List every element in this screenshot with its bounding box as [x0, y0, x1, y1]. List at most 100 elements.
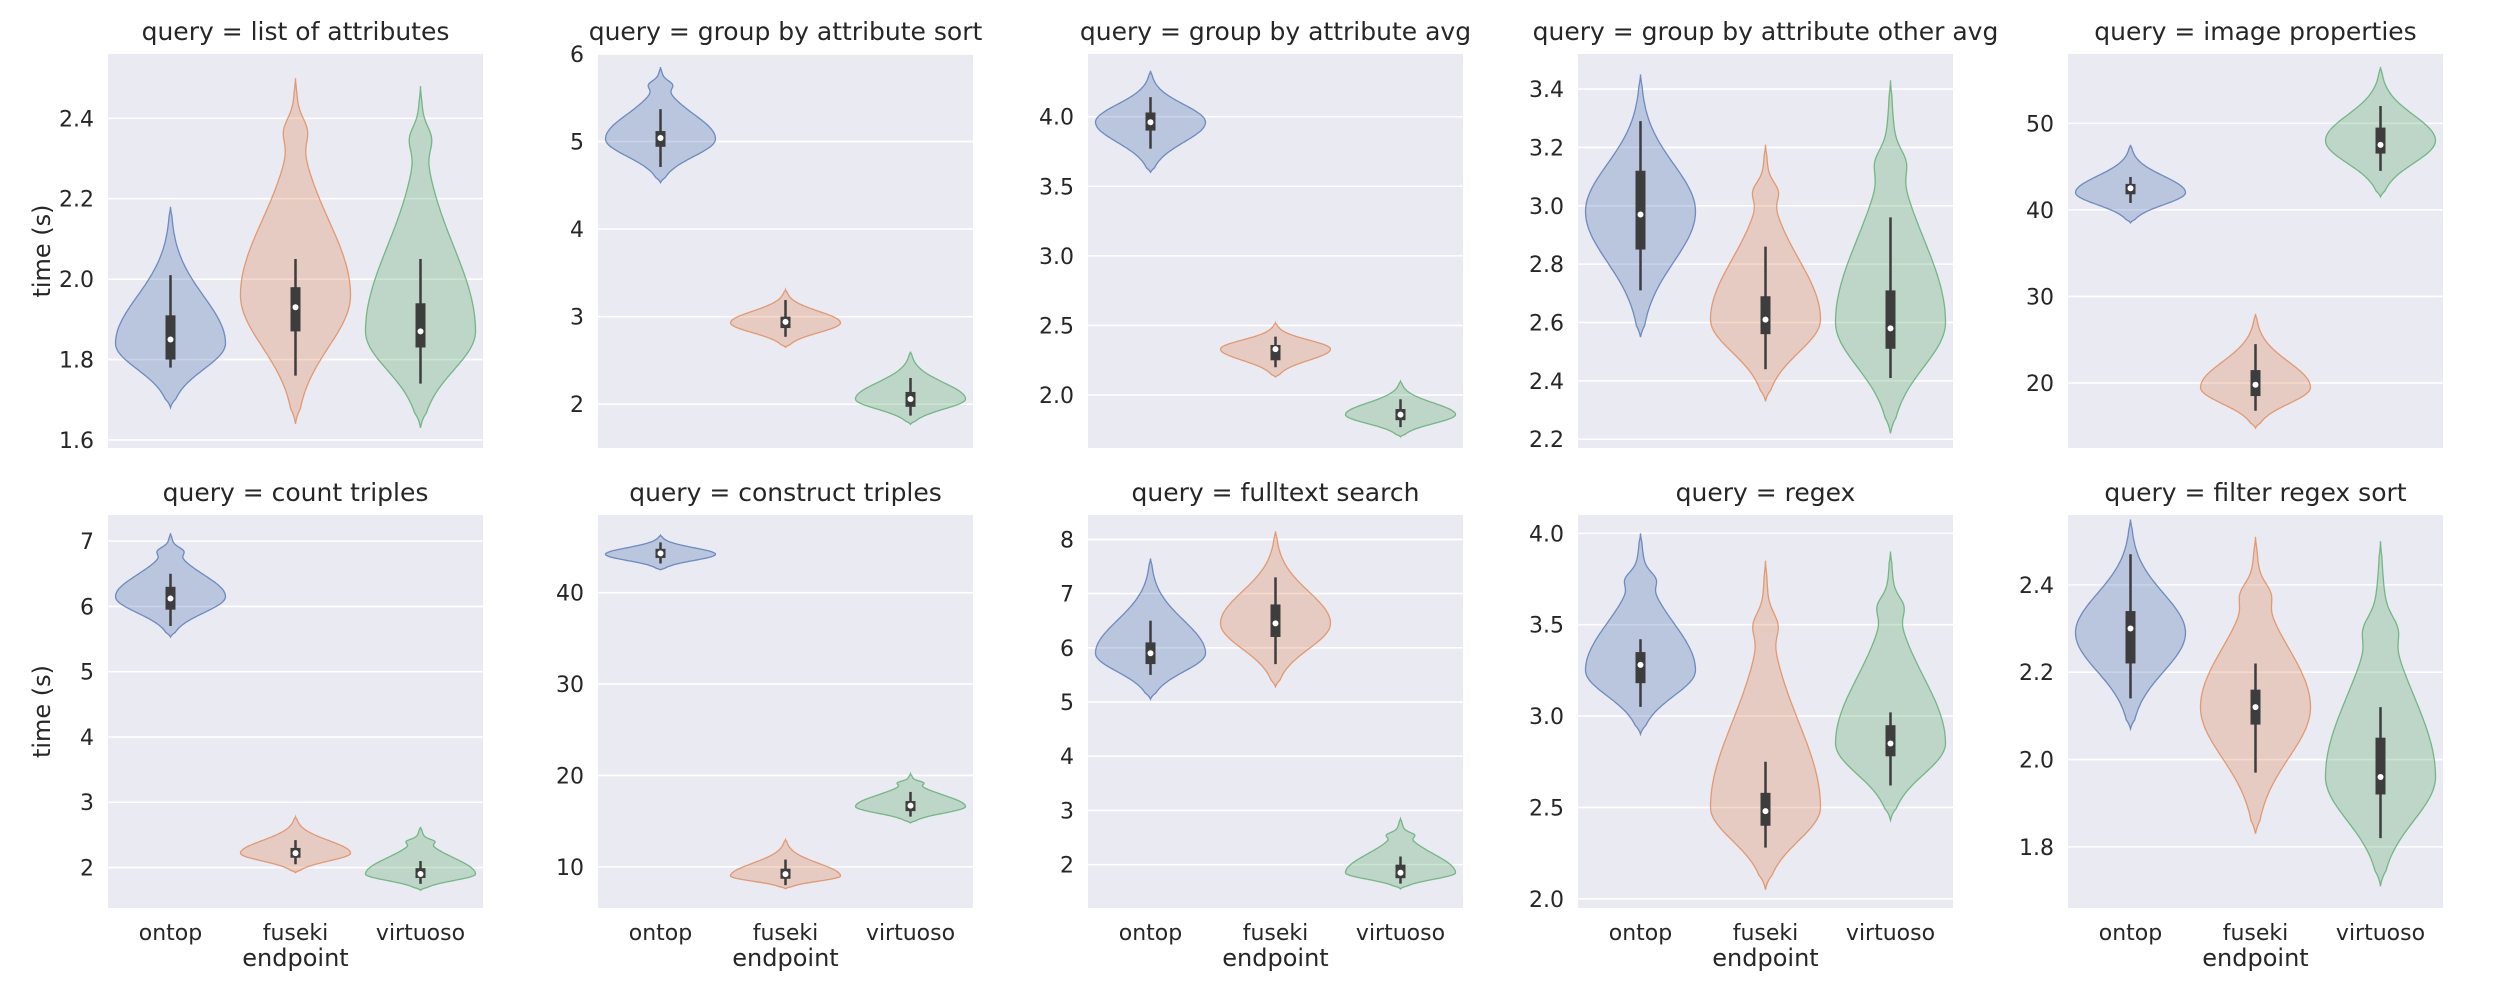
- y-tick-label: 1.8: [2019, 836, 2054, 861]
- y-tick-label: 50: [2026, 112, 2054, 137]
- panel: 2 3 4 5 6 7 query = count triples ontop fuseki vi…: [28, 478, 483, 972]
- y-tick-label: 2.2: [2019, 661, 2054, 686]
- panel-title: query = regex: [1676, 478, 1856, 507]
- y-tick-label: 2.0: [59, 268, 94, 293]
- panel-title: query = filter regex sort: [2104, 478, 2406, 507]
- y-tick-label: 6: [80, 595, 94, 620]
- x-tick-label: ontop: [1609, 921, 1672, 946]
- panel-title: query = count triples: [163, 478, 429, 507]
- plot-area: [598, 515, 973, 908]
- y-tick-label: 2.4: [2019, 574, 2054, 599]
- y-tick-label: 7: [1060, 583, 1074, 608]
- violin-fuseki: [1219, 320, 1332, 378]
- iqr-box: [1885, 290, 1896, 349]
- x-tick-label: fuseki: [2223, 921, 2289, 946]
- y-tick-label: 2.0: [2019, 749, 2054, 774]
- x-axis-label: endpoint: [2202, 944, 2308, 972]
- y-tick-label: 3: [1060, 799, 1074, 824]
- panel-title: query = list of attributes: [142, 17, 450, 46]
- violin-ontop: [604, 533, 717, 571]
- violin-ontop: [1584, 533, 1697, 737]
- x-axis-label: endpoint: [1222, 944, 1328, 972]
- y-axis-label: time (s): [28, 204, 56, 297]
- violin-body: [1709, 560, 1822, 890]
- violin-fuseki: [2199, 313, 2312, 430]
- x-tick-label: fuseki: [753, 921, 819, 946]
- panel: 2.2 2.4 2.6 2.8 3.0 3.2 3.4 query = group by at…: [1529, 17, 1998, 453]
- median-marker: [1397, 411, 1404, 418]
- median-marker: [2252, 381, 2259, 388]
- y-tick-label: 20: [556, 764, 584, 789]
- violin-virtuoso: [2324, 66, 2437, 199]
- panel-title: query = image properties: [2094, 17, 2416, 46]
- y-tick-label: 1.6: [59, 429, 94, 454]
- median-marker: [292, 850, 299, 857]
- y-tick-label: 3.5: [1529, 614, 1564, 639]
- y-tick-label: 2.0: [1039, 384, 1074, 409]
- iqr-box: [1760, 296, 1771, 335]
- violin-body: [364, 826, 477, 892]
- violin-body: [1584, 533, 1697, 737]
- y-tick-label: 8: [1060, 528, 1074, 553]
- y-tick-label: 3: [80, 791, 94, 816]
- median-marker: [167, 336, 174, 343]
- violin-virtuoso: [854, 771, 967, 824]
- violin-body: [364, 86, 477, 429]
- median-marker: [907, 395, 914, 402]
- panel-title: query = group by attribute sort: [589, 17, 983, 46]
- violin-ontop: [2074, 519, 2187, 732]
- median-marker: [1147, 650, 1154, 657]
- y-tick-label: 1.8: [59, 349, 94, 374]
- x-tick-label: ontop: [139, 921, 202, 946]
- y-tick-label: 6: [570, 43, 584, 68]
- median-marker: [1147, 119, 1154, 126]
- median-marker: [1762, 808, 1769, 815]
- x-tick-label: virtuoso: [2336, 921, 2425, 946]
- iqr-box: [1635, 170, 1646, 250]
- y-tick-label: 2.6: [1529, 312, 1564, 337]
- x-axis-label: endpoint: [1712, 944, 1818, 972]
- panel: 2.0 2.5 3.0 3.5 4.0 query = group by attribut…: [1039, 17, 1471, 448]
- y-tick-label: 6: [1060, 637, 1074, 662]
- median-marker: [1397, 869, 1404, 876]
- violin-virtuoso: [854, 351, 967, 426]
- median-marker: [1887, 740, 1894, 747]
- y-tick-label: 5: [80, 661, 94, 686]
- violin-fuseki: [1709, 144, 1822, 402]
- y-tick-label: 2.2: [59, 188, 94, 213]
- y-tick-label: 30: [2026, 285, 2054, 310]
- x-axis-label: endpoint: [732, 944, 838, 972]
- y-tick-label: 10: [556, 856, 584, 881]
- violin-fuseki: [729, 287, 842, 349]
- median-marker: [657, 550, 664, 557]
- x-tick-label: ontop: [1119, 921, 1182, 946]
- median-marker: [1637, 211, 1644, 218]
- violin-virtuoso: [364, 826, 477, 892]
- y-tick-label: 3.4: [1529, 78, 1564, 103]
- median-marker: [292, 304, 299, 311]
- panel: 1.6 1.8 2.0 2.2 2.4 query = list of attribute…: [28, 17, 483, 454]
- x-tick-label: virtuoso: [1356, 921, 1445, 946]
- violin-ontop: [604, 67, 717, 185]
- y-tick-label: 4: [1060, 745, 1074, 770]
- y-tick-label: 5: [570, 131, 584, 156]
- violin-body: [1834, 551, 1947, 823]
- y-tick-label: 30: [556, 673, 584, 698]
- violin-fuseki: [239, 78, 352, 425]
- panel: 2.0 2.5 3.0 3.5 4.0 query = regex ontop fuseki v…: [1529, 478, 1953, 972]
- violin-fuseki: [239, 814, 352, 874]
- y-tick-label: 2.2: [1529, 428, 1564, 453]
- median-marker: [167, 595, 174, 602]
- y-tick-label: 2.0: [1529, 888, 1564, 913]
- median-marker: [2127, 185, 2134, 192]
- y-tick-label: 5: [1060, 691, 1074, 716]
- y-tick-label: 3.2: [1529, 136, 1564, 161]
- median-marker: [907, 802, 914, 809]
- y-tick-label: 4.0: [1039, 106, 1074, 131]
- iqr-box: [2375, 737, 2386, 795]
- y-tick-label: 3.0: [1529, 195, 1564, 220]
- y-tick-label: 2.8: [1529, 253, 1564, 278]
- y-tick-label: 20: [2026, 372, 2054, 397]
- median-marker: [782, 871, 789, 878]
- median-marker: [1637, 661, 1644, 668]
